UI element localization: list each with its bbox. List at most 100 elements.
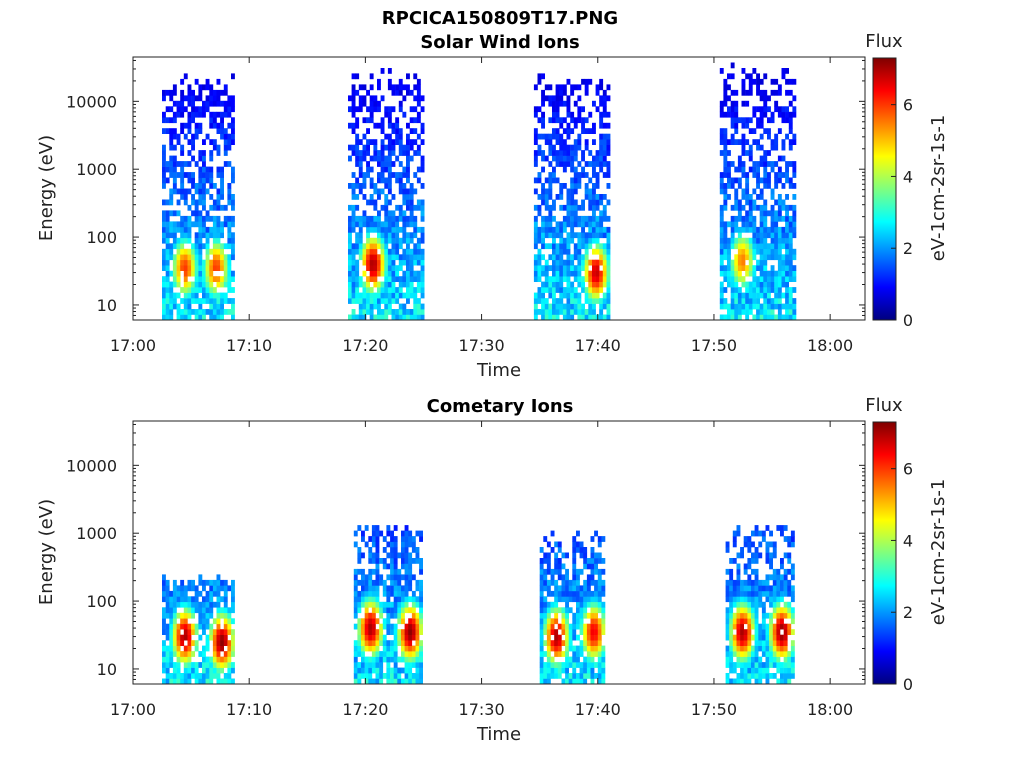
heatmap-cell bbox=[393, 596, 398, 603]
heatmap-cell bbox=[398, 254, 403, 261]
heatmap-cell bbox=[369, 139, 374, 145]
heatmap-cell bbox=[573, 150, 578, 156]
heatmap-cell bbox=[601, 558, 606, 564]
heatmap-cell bbox=[774, 133, 779, 140]
heatmap-cell bbox=[391, 128, 396, 134]
heatmap-cell bbox=[375, 596, 380, 603]
heatmap-cell bbox=[231, 287, 235, 293]
heatmap-cell bbox=[729, 579, 734, 586]
heatmap-cell bbox=[364, 629, 369, 635]
heatmap-cell bbox=[373, 122, 378, 129]
heatmap-cell bbox=[393, 667, 398, 674]
heatmap-cell bbox=[787, 558, 792, 564]
heatmap-cell bbox=[180, 596, 185, 603]
heatmap-cell bbox=[577, 204, 582, 211]
heatmap-cell bbox=[413, 298, 418, 304]
heatmap-cell bbox=[559, 155, 564, 162]
heatmap-cell bbox=[570, 117, 575, 124]
heatmap-cell bbox=[386, 651, 391, 657]
heatmap-cell bbox=[723, 161, 728, 167]
heatmap-cell bbox=[566, 210, 571, 217]
heatmap-cell bbox=[537, 232, 542, 239]
heatmap-cell bbox=[751, 662, 755, 668]
heatmap-cell bbox=[355, 281, 360, 288]
heatmap-cell bbox=[568, 640, 573, 646]
heatmap-cell bbox=[748, 117, 753, 124]
heatmap-cell bbox=[386, 678, 391, 685]
heatmap-cell bbox=[539, 651, 544, 657]
heatmap-cell bbox=[785, 287, 789, 293]
heatmap-cell bbox=[763, 210, 768, 217]
heatmap-cell bbox=[231, 221, 235, 228]
heatmap-cell bbox=[725, 590, 730, 597]
heatmap-cell bbox=[390, 536, 394, 542]
heatmap-cell bbox=[594, 673, 598, 679]
heatmap-cell bbox=[358, 276, 363, 282]
heatmap-cell bbox=[559, 309, 564, 315]
heatmap-cell bbox=[759, 243, 764, 250]
heatmap-cell bbox=[408, 585, 413, 592]
heatmap-cell bbox=[594, 585, 598, 592]
heatmap-cell bbox=[743, 596, 748, 603]
heatmap-cell bbox=[539, 579, 544, 586]
heatmap-cell bbox=[719, 265, 724, 271]
heatmap-cell bbox=[420, 155, 425, 162]
heatmap-cell bbox=[406, 292, 410, 299]
heatmap-cell bbox=[590, 612, 595, 619]
heatmap-cell bbox=[533, 161, 538, 167]
heatmap-cell bbox=[176, 585, 181, 592]
heatmap-cell bbox=[772, 574, 777, 581]
heatmap-cell bbox=[369, 276, 374, 282]
heatmap-cell bbox=[599, 117, 604, 124]
heatmap-cell bbox=[562, 237, 567, 244]
heatmap-cell bbox=[361, 651, 365, 657]
heatmap-cell bbox=[351, 254, 356, 261]
heatmap-cell bbox=[583, 645, 588, 652]
heatmap-cell bbox=[592, 237, 596, 244]
heatmap-cell bbox=[404, 662, 409, 668]
heatmap-cell bbox=[756, 276, 760, 282]
heatmap-cell bbox=[419, 607, 423, 614]
heatmap-cell bbox=[579, 607, 584, 614]
heatmap-cell bbox=[401, 618, 405, 625]
heatmap-cell bbox=[223, 585, 228, 592]
heatmap-cell bbox=[411, 547, 416, 553]
heatmap-cell bbox=[223, 596, 228, 603]
heatmap-cell bbox=[745, 221, 750, 228]
heatmap-cell bbox=[355, 237, 360, 244]
heatmap-cell bbox=[767, 210, 771, 217]
heatmap-cell bbox=[386, 618, 391, 625]
heatmap-cell bbox=[772, 673, 777, 679]
heatmap-cell bbox=[366, 106, 370, 113]
heatmap-cell bbox=[387, 221, 392, 228]
heatmap-cell bbox=[358, 166, 363, 173]
heatmap-cell bbox=[398, 292, 403, 299]
heatmap-cell bbox=[165, 128, 170, 134]
heatmap-cell bbox=[361, 574, 365, 581]
heatmap-cell bbox=[595, 84, 600, 91]
heatmap-cell bbox=[162, 314, 166, 321]
heatmap-cell bbox=[397, 585, 402, 592]
heatmap-cell bbox=[227, 106, 232, 113]
heatmap-cell bbox=[576, 634, 580, 641]
heatmap-cell bbox=[785, 172, 789, 178]
heatmap-cell bbox=[216, 673, 221, 679]
heatmap-cell bbox=[212, 601, 217, 608]
heatmap-cell bbox=[187, 237, 192, 244]
heatmap-cell bbox=[792, 314, 797, 321]
heatmap-cell bbox=[373, 265, 378, 271]
heatmap-cell bbox=[415, 552, 420, 559]
heatmap-cell bbox=[752, 287, 757, 293]
heatmap-cell bbox=[745, 314, 750, 321]
heatmap-cell bbox=[573, 210, 578, 217]
heatmap-cell bbox=[404, 585, 409, 592]
heatmap-cell bbox=[362, 292, 367, 299]
heatmap-cell bbox=[384, 177, 389, 184]
heatmap-cell bbox=[772, 662, 777, 668]
heatmap-cell bbox=[745, 194, 750, 200]
heatmap-cell bbox=[408, 651, 413, 657]
heatmap-cell bbox=[548, 133, 553, 140]
heatmap-cell bbox=[355, 287, 360, 293]
heatmap-cell bbox=[555, 287, 560, 293]
heatmap-cell bbox=[172, 678, 177, 685]
